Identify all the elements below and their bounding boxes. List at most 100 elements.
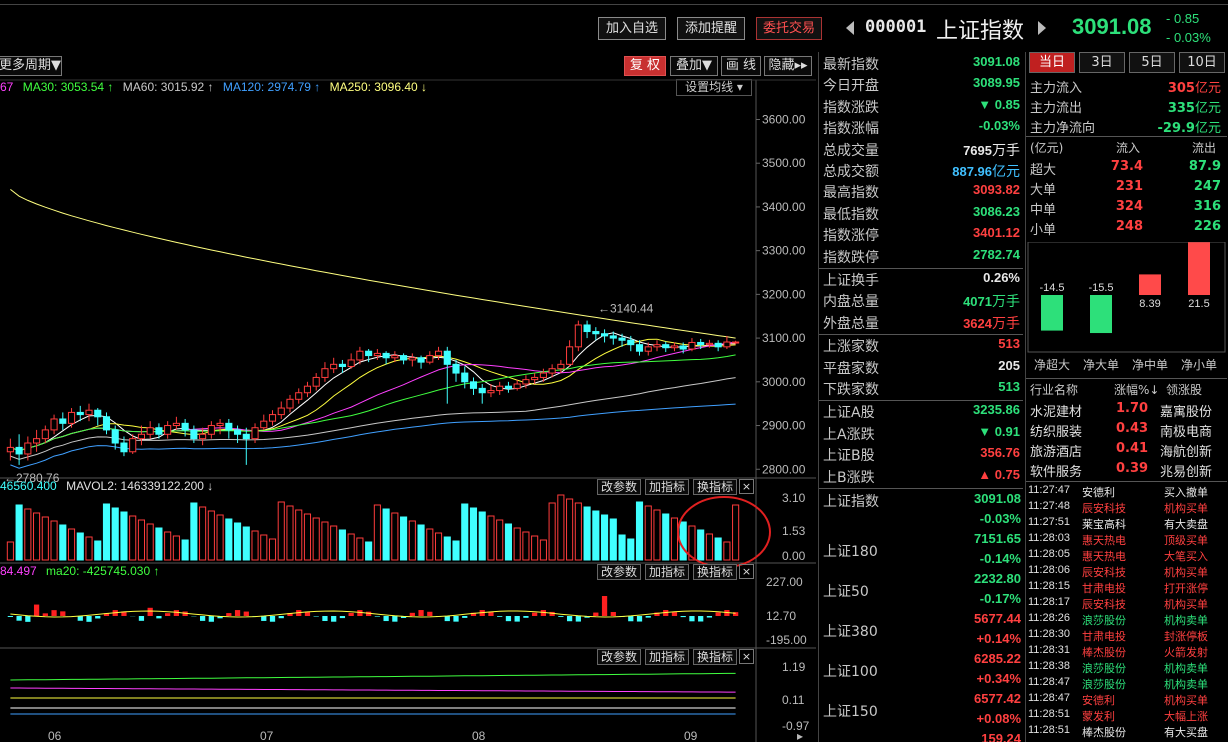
sector-row[interactable]: 水泥建材 1.70 嘉寓股份	[1026, 400, 1227, 420]
third-add-indicator-button[interactable]: 加指标	[645, 649, 689, 665]
ma250-line	[10, 189, 736, 339]
volume-close-icon[interactable]: ×	[739, 479, 754, 494]
candle-body	[216, 422, 224, 427]
volume-bar	[513, 527, 521, 561]
trade-alert-row[interactable]: 11:28:38 浪莎股份 机构卖单	[1026, 660, 1227, 676]
candle-body	[330, 363, 338, 370]
third-edit-params-button[interactable]: 改参数	[597, 649, 641, 665]
flow-table-row: 超大 73.4 87.9	[1026, 158, 1227, 178]
trade-alert-row[interactable]: 11:28:47 安德利 机构买单	[1026, 692, 1227, 708]
trade-alert-row[interactable]: 11:28:31 棒杰股份 火箭发射	[1026, 644, 1227, 660]
scroll-right-icon[interactable]: ▸	[797, 729, 803, 742]
more-periods-dropdown[interactable]: 更多周期▼	[0, 56, 62, 76]
macd-bar	[287, 612, 293, 616]
quote-value: 3091.08	[973, 54, 1020, 69]
macd-edit-params-button[interactable]: 改参数	[597, 564, 641, 580]
volume-bar	[356, 537, 364, 561]
candle-body	[199, 433, 207, 440]
third-switch-indicator-button[interactable]: 换指标	[693, 649, 737, 665]
hide-button[interactable]: 隐藏▸▸	[764, 56, 812, 76]
quote-label: 最低指数	[823, 206, 879, 223]
candle-body	[41, 429, 49, 440]
candle-body	[400, 355, 408, 361]
trade-alert-row[interactable]: 11:28:26 浪莎股份 机构卖单	[1026, 612, 1227, 628]
trade-action: 封涨停板	[1164, 630, 1208, 643]
quote-row: 下跌家数 513	[819, 378, 1023, 399]
tab-3[interactable]: 10日	[1179, 52, 1225, 73]
trade-action: 大笔买入	[1164, 550, 1208, 563]
macd-close-icon[interactable]: ×	[739, 564, 754, 579]
overlay-button[interactable]: 叠加▼	[670, 56, 718, 76]
add-watchlist-button[interactable]: 加入自选	[598, 17, 666, 40]
index-value: 6577.42	[974, 691, 1021, 706]
macd-bar	[654, 612, 660, 616]
volume-add-indicator-button[interactable]: 加指标	[645, 479, 689, 495]
trade-alert-row[interactable]: 11:28:51 棒杰股份 有大买盘	[1026, 724, 1227, 740]
macd-bar	[636, 616, 643, 622]
flow-summary-unit: 亿元	[1194, 81, 1221, 96]
trade-time: 11:28:17	[1028, 596, 1071, 608]
macd-bar	[706, 616, 713, 618]
flow-table-row: 中单 324 316	[1026, 198, 1227, 218]
next-stock-arrow-icon[interactable]	[1038, 21, 1046, 35]
place-order-button[interactable]: 委托交易	[756, 17, 822, 40]
macd-add-indicator-button[interactable]: 加指标	[645, 564, 689, 580]
sector-header-cell[interactable]: 行业名称	[1030, 383, 1079, 397]
third-indicator-line	[10, 687, 736, 693]
macd-bar	[392, 616, 398, 622]
restore-rights-button[interactable]: 复 权	[624, 56, 666, 76]
volume-bar	[120, 511, 128, 561]
sector-row[interactable]: 纺织服装 0.43 南极电商	[1026, 420, 1227, 440]
trade-alert-row[interactable]: 11:28:03 惠天热电 顶级买单	[1026, 532, 1227, 548]
third-close-icon[interactable]: ×	[739, 649, 754, 664]
volume-edit-params-button[interactable]: 改参数	[597, 479, 641, 495]
macd-bar	[689, 616, 695, 622]
candle-body	[627, 339, 635, 346]
tab-1[interactable]: 3日	[1079, 52, 1125, 73]
tab-2[interactable]: 5日	[1129, 52, 1175, 73]
macd-bar	[514, 616, 520, 622]
tab-0[interactable]: 当日	[1029, 52, 1075, 73]
top-bar: 加入自选 添加提醒 委托交易 000001 上证指数 3091.08 - 0.8…	[0, 0, 1228, 52]
trade-time: 11:27:47	[1028, 484, 1071, 496]
candle-body	[303, 385, 312, 394]
trade-time: 11:28:31	[1028, 644, 1071, 656]
kline-chart[interactable]: 3600.00 3500.00 3400.00 3300.00 3200.00 3100.…	[0, 52, 816, 742]
volume-bar	[574, 502, 582, 561]
index-percent: -0.03%	[979, 511, 1021, 526]
sector-header-cell[interactable]: 领涨股	[1166, 383, 1203, 397]
sector-row[interactable]: 旅游酒店 0.41 海航创新	[1026, 440, 1227, 460]
macd-switch-indicator-button[interactable]: 换指标	[693, 564, 737, 580]
volume-bar	[688, 525, 696, 561]
quote-unit: 万手	[992, 294, 1020, 311]
trade-alert-row[interactable]: 11:28:30 甘肃电投 封涨停板	[1026, 628, 1227, 644]
volume-bar	[644, 505, 652, 561]
trade-time: 11:28:30	[1028, 628, 1071, 640]
net-flow-bar	[1139, 274, 1161, 295]
sector-header-cell[interactable]: 涨幅%↓	[1114, 383, 1160, 397]
quote-value: 3624万手	[963, 315, 1020, 332]
quote-unit: 万手	[992, 142, 1020, 159]
sector-row[interactable]: 软件服务 0.39 兆易创新	[1026, 460, 1227, 480]
candle-body	[609, 335, 617, 339]
trade-alert-row[interactable]: 11:28:06 辰安科技 机构买单	[1026, 564, 1227, 580]
trade-alert-row[interactable]: 11:28:51 蒙发利 大幅上涨	[1026, 708, 1227, 724]
trade-alert-row[interactable]: 11:28:15 甘肃电投 打开涨停	[1026, 580, 1227, 596]
trade-alert-row[interactable]: 11:28:17 辰安科技 机构买单	[1026, 596, 1227, 612]
trade-alert-row[interactable]: 11:28:47 浪莎股份 机构卖单	[1026, 676, 1227, 692]
previous-stock-arrow-icon[interactable]	[846, 21, 854, 35]
volume-bar	[164, 531, 172, 561]
trade-alert-row[interactable]: 11:27:51 莱宝高科 有大卖盘	[1026, 516, 1227, 532]
trade-alert-row[interactable]: 11:28:05 惠天热电 大笔买入	[1026, 548, 1227, 564]
trade-stock: 蒙发利	[1082, 710, 1115, 723]
draw-line-button[interactable]: 画 线	[721, 56, 761, 76]
trade-alert-row[interactable]: 11:27:48 辰安科技 机构买单	[1026, 500, 1227, 516]
volume-bar	[216, 514, 224, 561]
candle-body	[102, 416, 111, 431]
candle-body	[24, 442, 32, 455]
trade-stock: 辰安科技	[1082, 502, 1126, 515]
volume-switch-indicator-button[interactable]: 换指标	[693, 479, 737, 495]
add-alert-button[interactable]: 添加提醒	[677, 17, 745, 40]
trade-alert-row[interactable]: 11:27:47 安德利 买入撤单	[1026, 484, 1227, 500]
quote-unit: 万手	[992, 315, 1020, 332]
